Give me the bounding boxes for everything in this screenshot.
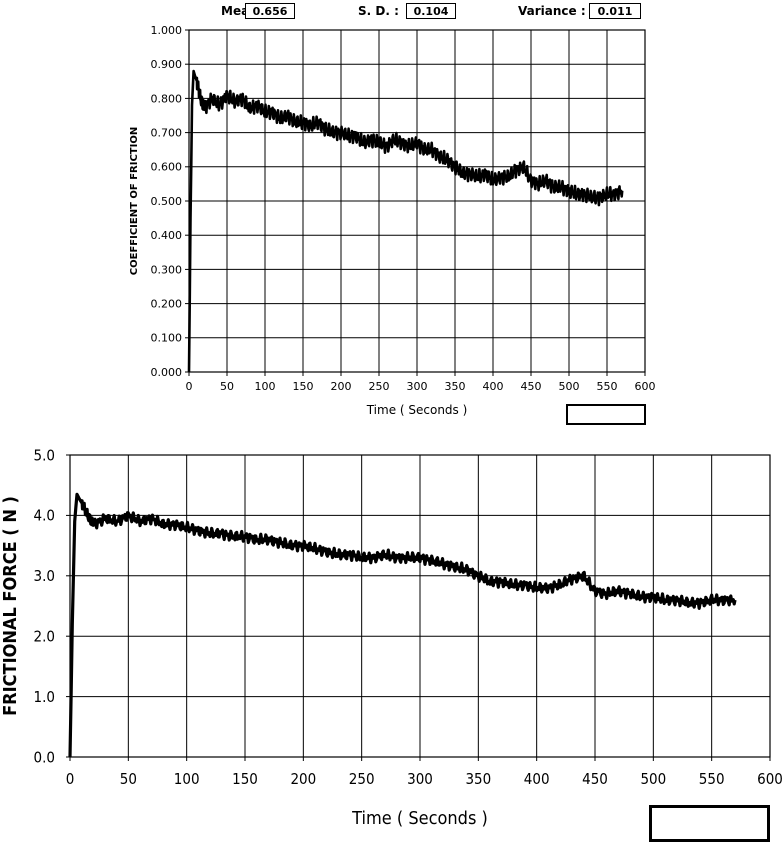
cof-x-tick-label: 350 (445, 380, 466, 393)
cof-x-tick-label: 50 (220, 380, 234, 393)
force-x-axis-label: Time ( Seconds ) (351, 808, 488, 829)
force-y-axis-label: FRICTIONAL FORCE ( N ) (0, 496, 21, 716)
cof-y-tick-label: 0.500 (151, 195, 183, 208)
cof-x-tick-label: 300 (407, 380, 428, 393)
force-y-tick-label: 2.0 (34, 627, 55, 645)
force-x-tick-label: 250 (349, 770, 375, 788)
force-x-tick-label: 450 (582, 770, 608, 788)
force-y-tick-label: 1.0 (34, 688, 55, 706)
cof-x-tick-label: 400 (483, 380, 504, 393)
force-chart: 0 50 100 150 200 250 300 350 400 450 500 550 600 0.0 1… (0, 446, 782, 829)
force-x-tick-label: 100 (174, 770, 200, 788)
cof-x-tick-label: 450 (521, 380, 542, 393)
cof-y-tick-label: 0.000 (151, 366, 183, 379)
statistics-bar: Mean : 0.656 S. D. : 0.104 Variance : 0.… (0, 0, 782, 26)
cof-plot-frame (188, 29, 646, 373)
cof-x-tick-label: 500 (559, 380, 580, 393)
force-x-tick-label: 150 (232, 770, 258, 788)
cof-y-tick-label: 0.100 (151, 332, 183, 345)
cof-x-axis-label: Time ( Seconds ) (366, 403, 468, 417)
cof-y-tick-label: 1.000 (151, 24, 183, 37)
force-x-tick-label: 500 (640, 770, 666, 788)
force-x-tick-label: 0 (66, 770, 75, 788)
cof-chart: 0 50 100 150 200 250 300 350 400 450 500 550 600 0.00… (129, 24, 656, 417)
cof-x-tick-label: 0 (186, 380, 193, 393)
mean-value: 0.656 (245, 3, 295, 19)
force-y-tick-label: 3.0 (34, 567, 55, 585)
force-y-tick-label: 0.0 (34, 748, 55, 766)
cof-x-tick-label: 200 (331, 380, 352, 393)
cof-y-tick-label: 0.300 (151, 263, 183, 276)
cof-x-tick-label: 150 (293, 380, 314, 393)
force-plot-frame (69, 454, 771, 758)
force-y-tick-label: 5.0 (34, 446, 55, 464)
cof-y-tick-label: 0.400 (151, 229, 183, 242)
force-series-line-0 (68, 492, 737, 758)
force-x-tick-label: 300 (407, 770, 433, 788)
cof-y-tick-label: 0.700 (151, 126, 183, 139)
force-x-tick-label: 200 (290, 770, 316, 788)
variance-value: 0.011 (589, 3, 641, 19)
cof-series-line-0 (187, 69, 624, 373)
force-x-tick-label: 550 (699, 770, 725, 788)
variance-label: Variance : (518, 4, 586, 18)
top-chart-empty-box (566, 404, 646, 425)
cof-y-tick-label: 0.200 (151, 297, 183, 310)
sd-label: S. D. : (358, 4, 399, 18)
force-x-tick-label: 350 (465, 770, 491, 788)
sd-value: 0.104 (406, 3, 456, 19)
cof-y-tick-label: 0.600 (151, 161, 183, 174)
cof-y-tick-label: 0.900 (151, 58, 183, 71)
cof-x-tick-label: 100 (255, 380, 276, 393)
bottom-chart-empty-box (649, 805, 770, 842)
cof-x-tick-label: 250 (369, 380, 390, 393)
force-y-tick-label: 4.0 (34, 507, 55, 525)
force-x-tick-label: 50 (120, 770, 137, 788)
cof-y-tick-label: 0.800 (151, 92, 183, 105)
force-x-tick-label: 600 (757, 770, 782, 788)
cof-x-tick-label: 550 (597, 380, 618, 393)
force-x-tick-label: 400 (524, 770, 550, 788)
cof-x-tick-label: 600 (635, 380, 656, 393)
cof-y-axis-label: COEFFICIENT OF FRICTION (129, 127, 140, 275)
